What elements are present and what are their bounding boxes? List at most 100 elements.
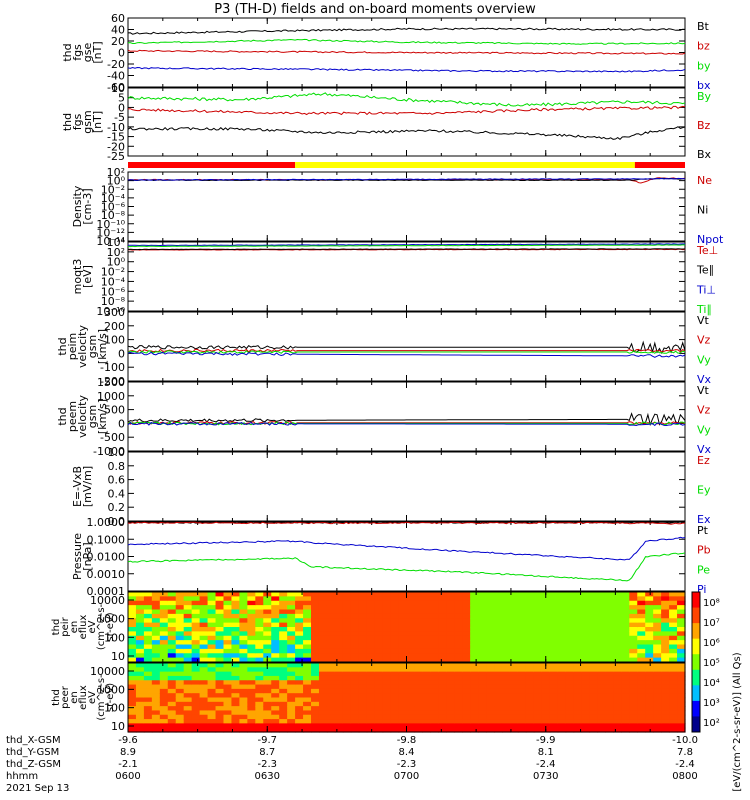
y-axis-label: [eV] <box>81 265 94 288</box>
spectrogram-cell <box>151 675 161 681</box>
spectrogram-cell <box>295 671 304 677</box>
spectrogram-cell <box>478 596 487 602</box>
spectrogram-cell <box>271 648 280 654</box>
spectrogram-cell <box>390 675 400 681</box>
spectrogram-cell <box>597 618 607 624</box>
spectrogram-cell <box>255 719 264 724</box>
spectrogram-cell <box>263 688 272 694</box>
spectrogram-cell <box>398 719 408 724</box>
spectrogram-cell <box>478 719 487 724</box>
spectrogram-cell <box>470 663 479 668</box>
spectrogram-cell <box>151 671 161 677</box>
spectrogram-cell <box>605 710 614 716</box>
spectrogram-cell <box>231 675 240 681</box>
spectrogram-cell <box>414 671 424 677</box>
spectrogram-cell <box>573 613 583 619</box>
spectrogram-cell <box>342 592 352 597</box>
spectrogram-cell <box>215 688 225 694</box>
spectrogram-cell <box>677 622 686 628</box>
spectrogram-cell <box>629 710 638 716</box>
spectrogram-cell <box>215 592 225 597</box>
spectrogram-cell <box>366 688 376 694</box>
spectrogram-cell <box>661 680 670 686</box>
spectrogram-cell <box>303 592 312 597</box>
spectrogram-cell <box>533 701 543 707</box>
spectrogram-cell <box>565 605 575 611</box>
spectrogram-cell <box>677 727 686 733</box>
colorbar-swatch <box>692 700 700 717</box>
spectrogram-cell <box>509 622 519 628</box>
spectrogram-cell <box>398 653 408 659</box>
spectrogram-cell <box>549 693 559 699</box>
spectrogram-cell <box>406 719 416 724</box>
spectrogram-cell <box>438 618 447 624</box>
spectrogram-cell <box>366 706 376 712</box>
spectrogram-cell <box>398 701 408 707</box>
spectrogram-cell <box>334 697 344 703</box>
legend-Bz: Bz <box>697 119 711 132</box>
spectrogram-cell <box>406 693 416 699</box>
spectrogram-cell <box>199 680 209 686</box>
spectrogram-cell <box>215 653 225 659</box>
spectrogram-cell <box>255 618 264 624</box>
panel-frame <box>127 171 686 242</box>
spectrogram-cell <box>541 723 551 729</box>
spectrogram-cell <box>199 596 209 602</box>
spectrogram-cell <box>605 640 614 646</box>
spectrogram-cell <box>183 640 193 646</box>
spectrogram-cell <box>637 671 646 677</box>
spectrogram-cell <box>501 600 511 606</box>
spectrogram-cell <box>677 596 686 602</box>
spectrogram-cell <box>637 609 646 615</box>
spectrogram-cell <box>311 697 320 703</box>
spectrogram-cell <box>454 706 463 712</box>
y-tick-label: 1000 <box>97 613 125 626</box>
spectrogram-cell <box>350 697 360 703</box>
spectrogram-cell <box>517 648 527 654</box>
spectrogram-cell <box>207 723 217 729</box>
spectrogram-cell <box>390 613 400 619</box>
spectrogram-cell <box>167 653 177 659</box>
spectrogram-cell <box>486 605 495 611</box>
spectrogram-cell <box>470 605 479 611</box>
spectrogram-cell <box>669 592 678 597</box>
spectrogram-cell <box>287 609 296 615</box>
spectrogram-cell <box>494 622 503 628</box>
spectrogram-cell <box>478 693 487 699</box>
spectrogram-cell <box>501 701 511 707</box>
spectrogram-cell <box>271 667 280 673</box>
spectrogram-cell <box>231 600 240 606</box>
spectrogram-cell <box>494 613 503 619</box>
spectrogram-cell <box>279 723 288 729</box>
panel-pressure: 1.00000.10000.01000.00100.0001Pressure[n… <box>71 516 711 598</box>
spectrogram-cell <box>303 644 312 650</box>
y-tick-label: 10⁰ <box>107 256 126 269</box>
spectrogram-cell <box>239 684 248 690</box>
spectrogram-cell <box>533 653 543 659</box>
spectrogram-cell <box>326 727 336 733</box>
spectrogram-cell <box>454 723 463 729</box>
spectrogram-cell <box>677 671 686 677</box>
spectrogram-cell <box>597 663 607 668</box>
spectrogram-cell <box>653 631 662 637</box>
spectrogram-cell <box>605 600 614 606</box>
spectrogram-cell <box>486 723 495 729</box>
spectrogram-cell <box>390 657 400 663</box>
spectrogram-cell <box>239 596 248 602</box>
spectrogram-cell <box>199 663 209 668</box>
spectrogram-cell <box>159 675 169 681</box>
spectrogram-cell <box>406 627 416 632</box>
spectrogram-cell <box>390 680 400 686</box>
y-tick-label: 1.0 <box>108 446 126 459</box>
y-axis-label: E=-VxB <box>71 466 84 507</box>
spectrogram-cell <box>199 618 209 624</box>
spectrogram-cell <box>175 596 185 602</box>
spectrogram-cell <box>517 622 527 628</box>
spectrogram-cell <box>318 618 328 624</box>
spectrogram-cell <box>589 609 599 615</box>
spectrogram-cell <box>318 640 328 646</box>
spectrogram-cell <box>446 693 455 699</box>
spectrogram-cell <box>366 657 376 663</box>
spectrogram-cell <box>199 622 209 628</box>
spectrogram-cell <box>199 684 209 690</box>
